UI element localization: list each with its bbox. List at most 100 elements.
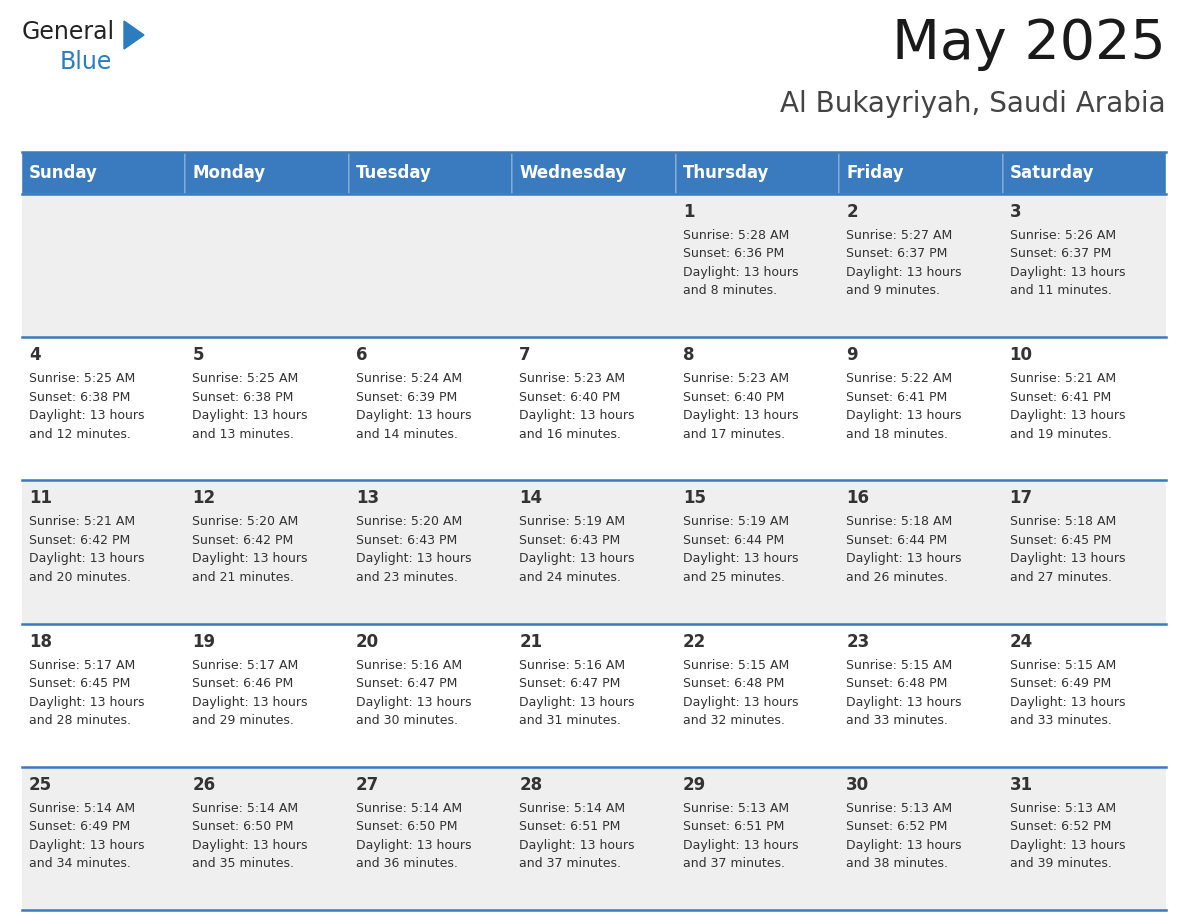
Text: Sunrise: 5:13 AM: Sunrise: 5:13 AM <box>846 801 953 815</box>
Text: 10: 10 <box>1010 346 1032 364</box>
Text: and 30 minutes.: and 30 minutes. <box>356 714 457 727</box>
Text: 25: 25 <box>29 776 52 794</box>
Text: 28: 28 <box>519 776 543 794</box>
Text: 29: 29 <box>683 776 706 794</box>
Text: Sunrise: 5:23 AM: Sunrise: 5:23 AM <box>683 372 789 386</box>
Bar <box>23 767 1165 910</box>
Text: Sunrise: 5:19 AM: Sunrise: 5:19 AM <box>683 515 789 529</box>
Text: Daylight: 13 hours: Daylight: 13 hours <box>519 696 634 709</box>
Text: Sunrise: 5:28 AM: Sunrise: 5:28 AM <box>683 229 789 242</box>
Text: Sunset: 6:41 PM: Sunset: 6:41 PM <box>846 391 947 404</box>
Text: and 33 minutes.: and 33 minutes. <box>846 714 948 727</box>
Text: Sunset: 6:52 PM: Sunset: 6:52 PM <box>1010 821 1111 834</box>
Text: Sunrise: 5:19 AM: Sunrise: 5:19 AM <box>519 515 625 529</box>
Text: Daylight: 13 hours: Daylight: 13 hours <box>356 409 472 422</box>
Text: Sunrise: 5:13 AM: Sunrise: 5:13 AM <box>683 801 789 815</box>
Text: and 24 minutes.: and 24 minutes. <box>519 571 621 584</box>
Text: Sunset: 6:50 PM: Sunset: 6:50 PM <box>192 821 293 834</box>
Text: Daylight: 13 hours: Daylight: 13 hours <box>519 409 634 422</box>
Text: and 14 minutes.: and 14 minutes. <box>356 428 457 441</box>
Text: Sunset: 6:46 PM: Sunset: 6:46 PM <box>192 677 293 690</box>
Text: Sunset: 6:42 PM: Sunset: 6:42 PM <box>29 534 131 547</box>
Text: Sunset: 6:38 PM: Sunset: 6:38 PM <box>29 391 131 404</box>
Text: and 20 minutes.: and 20 minutes. <box>29 571 131 584</box>
Text: Daylight: 13 hours: Daylight: 13 hours <box>519 839 634 852</box>
Text: and 39 minutes.: and 39 minutes. <box>1010 857 1112 870</box>
Text: Sunset: 6:47 PM: Sunset: 6:47 PM <box>519 677 620 690</box>
Text: Sunset: 6:45 PM: Sunset: 6:45 PM <box>1010 534 1111 547</box>
Text: Daylight: 13 hours: Daylight: 13 hours <box>683 266 798 279</box>
Text: Sunset: 6:51 PM: Sunset: 6:51 PM <box>519 821 620 834</box>
Text: Daylight: 13 hours: Daylight: 13 hours <box>846 839 961 852</box>
Polygon shape <box>124 21 144 49</box>
Text: Sunrise: 5:21 AM: Sunrise: 5:21 AM <box>29 515 135 529</box>
Bar <box>23 194 1165 337</box>
Text: Daylight: 13 hours: Daylight: 13 hours <box>683 839 798 852</box>
Text: Sunset: 6:38 PM: Sunset: 6:38 PM <box>192 391 293 404</box>
Bar <box>23 337 1165 480</box>
Text: 9: 9 <box>846 346 858 364</box>
Text: 6: 6 <box>356 346 367 364</box>
Text: 22: 22 <box>683 633 706 651</box>
Text: 30: 30 <box>846 776 870 794</box>
Text: Sunset: 6:50 PM: Sunset: 6:50 PM <box>356 821 457 834</box>
Text: Sunrise: 5:23 AM: Sunrise: 5:23 AM <box>519 372 625 386</box>
Text: Sunrise: 5:14 AM: Sunrise: 5:14 AM <box>519 801 625 815</box>
Text: and 12 minutes.: and 12 minutes. <box>29 428 131 441</box>
Text: 15: 15 <box>683 489 706 508</box>
Text: Sunrise: 5:17 AM: Sunrise: 5:17 AM <box>29 658 135 672</box>
Text: and 37 minutes.: and 37 minutes. <box>519 857 621 870</box>
Text: Sunset: 6:37 PM: Sunset: 6:37 PM <box>846 248 948 261</box>
Text: Daylight: 13 hours: Daylight: 13 hours <box>192 839 308 852</box>
Text: Sunset: 6:42 PM: Sunset: 6:42 PM <box>192 534 293 547</box>
Text: and 19 minutes.: and 19 minutes. <box>1010 428 1112 441</box>
Text: Daylight: 13 hours: Daylight: 13 hours <box>1010 696 1125 709</box>
Text: 1: 1 <box>683 203 694 221</box>
Text: Daylight: 13 hours: Daylight: 13 hours <box>683 409 798 422</box>
Text: 16: 16 <box>846 489 870 508</box>
Text: 4: 4 <box>29 346 40 364</box>
Text: and 8 minutes.: and 8 minutes. <box>683 285 777 297</box>
Text: Sunset: 6:48 PM: Sunset: 6:48 PM <box>683 677 784 690</box>
Text: General: General <box>23 20 115 44</box>
Text: Sunrise: 5:21 AM: Sunrise: 5:21 AM <box>1010 372 1116 386</box>
Text: Daylight: 13 hours: Daylight: 13 hours <box>846 553 961 565</box>
Text: Monday: Monday <box>192 164 266 182</box>
Text: Sunrise: 5:15 AM: Sunrise: 5:15 AM <box>846 658 953 672</box>
Text: 11: 11 <box>29 489 52 508</box>
Bar <box>23 480 1165 623</box>
Text: and 9 minutes.: and 9 minutes. <box>846 285 940 297</box>
Text: Sunrise: 5:22 AM: Sunrise: 5:22 AM <box>846 372 953 386</box>
Text: Daylight: 13 hours: Daylight: 13 hours <box>29 839 145 852</box>
Text: Daylight: 13 hours: Daylight: 13 hours <box>519 553 634 565</box>
Text: Daylight: 13 hours: Daylight: 13 hours <box>846 409 961 422</box>
Text: Sunrise: 5:27 AM: Sunrise: 5:27 AM <box>846 229 953 242</box>
Text: and 31 minutes.: and 31 minutes. <box>519 714 621 727</box>
Text: Friday: Friday <box>846 164 904 182</box>
Text: Daylight: 13 hours: Daylight: 13 hours <box>356 696 472 709</box>
Text: Blue: Blue <box>61 50 113 74</box>
Text: 24: 24 <box>1010 633 1032 651</box>
Text: Sunset: 6:51 PM: Sunset: 6:51 PM <box>683 821 784 834</box>
Text: Sunset: 6:40 PM: Sunset: 6:40 PM <box>683 391 784 404</box>
Text: Sunrise: 5:14 AM: Sunrise: 5:14 AM <box>356 801 462 815</box>
Text: and 33 minutes.: and 33 minutes. <box>1010 714 1112 727</box>
Text: 31: 31 <box>1010 776 1032 794</box>
Text: Sunday: Sunday <box>29 164 97 182</box>
Text: Daylight: 13 hours: Daylight: 13 hours <box>683 553 798 565</box>
Text: Sunrise: 5:15 AM: Sunrise: 5:15 AM <box>1010 658 1116 672</box>
Text: 23: 23 <box>846 633 870 651</box>
Text: and 23 minutes.: and 23 minutes. <box>356 571 457 584</box>
Text: 7: 7 <box>519 346 531 364</box>
Text: Sunset: 6:45 PM: Sunset: 6:45 PM <box>29 677 131 690</box>
Text: Daylight: 13 hours: Daylight: 13 hours <box>29 696 145 709</box>
Bar <box>185 152 349 194</box>
Text: May 2025: May 2025 <box>892 17 1165 71</box>
Text: Sunrise: 5:18 AM: Sunrise: 5:18 AM <box>1010 515 1116 529</box>
Bar <box>512 152 676 194</box>
Bar <box>676 152 839 194</box>
Text: and 11 minutes.: and 11 minutes. <box>1010 285 1112 297</box>
Text: Sunset: 6:39 PM: Sunset: 6:39 PM <box>356 391 457 404</box>
Text: 19: 19 <box>192 633 215 651</box>
Text: Sunset: 6:44 PM: Sunset: 6:44 PM <box>683 534 784 547</box>
